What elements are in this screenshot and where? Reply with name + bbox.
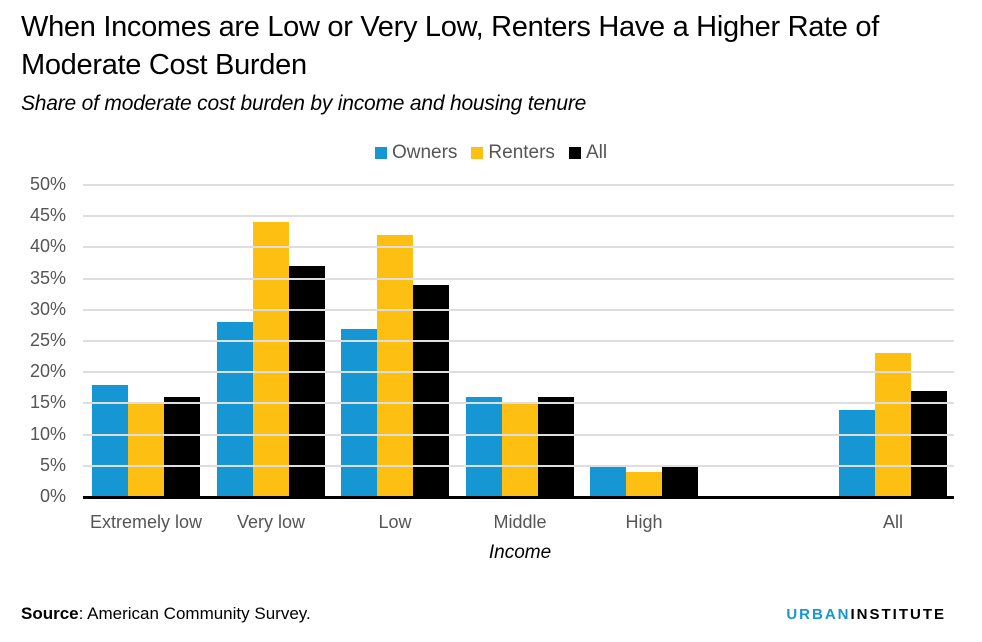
bar-renters [128, 403, 164, 497]
legend-item-renters: Renters [471, 142, 555, 164]
urban-institute-logo: URBANINSTITUTE [786, 606, 946, 623]
x-axis-line [83, 496, 954, 499]
chart-title: When Incomes are Low or Very Low, Renter… [21, 11, 879, 81]
y-tick-label: 20% [29, 361, 66, 382]
y-tick-label: 40% [29, 236, 66, 257]
gridline [83, 277, 954, 280]
bar-owners [839, 409, 875, 497]
brand-institute: INSTITUTE [850, 606, 946, 623]
gridline [83, 433, 954, 436]
bar-owners [217, 322, 253, 497]
gridline [83, 184, 954, 186]
source-label: Source [21, 604, 79, 623]
gridline [83, 215, 954, 218]
bar-owners [590, 465, 626, 497]
bar-all [911, 390, 947, 497]
legend-item-owners: Owners [374, 142, 458, 164]
legend-label: Owners [391, 142, 458, 163]
gridline [83, 340, 954, 342]
bar-renters [502, 403, 538, 497]
y-tick-label: 15% [29, 392, 66, 413]
y-tick-label: 0% [39, 486, 66, 506]
bar-all [289, 266, 325, 497]
bar-renters [377, 234, 413, 497]
y-tick-label: 50% [29, 174, 66, 194]
all-swatch-icon [568, 147, 581, 159]
owners-swatch-icon [374, 147, 387, 159]
y-tick-label: 25% [29, 330, 66, 350]
x-tick-label: Middle [493, 512, 547, 532]
y-tick-label: 45% [29, 205, 66, 226]
renters-swatch-icon [471, 147, 484, 159]
bar-all [538, 397, 574, 497]
legend-label: Renters [488, 142, 555, 163]
bar-owners [341, 328, 377, 497]
bar-all [164, 397, 200, 497]
gridline [83, 402, 954, 405]
legend: Owners Renters All [0, 142, 982, 164]
y-tick-label: 10% [29, 423, 66, 444]
bar-renters [875, 353, 911, 497]
chart-subtitle: Share of moderate cost burden by income … [21, 92, 587, 115]
bar-all [413, 284, 449, 497]
y-tick-label: 35% [29, 267, 66, 288]
legend-label: All [585, 142, 608, 163]
source-text: : American Community Survey. [78, 604, 311, 623]
plot-area [83, 184, 954, 499]
bar-renters [253, 222, 289, 497]
x-tick-label: Very low [236, 512, 306, 532]
gridline [83, 308, 954, 311]
legend-item-all: All [568, 142, 608, 164]
gridline [83, 464, 954, 467]
brand-urban: URBAN [786, 606, 851, 623]
x-tick-label: High [625, 512, 663, 532]
x-tick-label: All [882, 512, 903, 532]
source-note: Source: American Community Survey. [21, 604, 311, 624]
y-tick-label: 5% [39, 454, 66, 475]
x-axis-label: Income [488, 542, 552, 563]
y-tick-label: 30% [29, 298, 66, 319]
gridline [83, 371, 954, 374]
bar-owners [466, 397, 502, 497]
bar-renters [626, 472, 662, 497]
bar-all [662, 465, 698, 497]
x-tick-label: Low [378, 512, 412, 532]
x-tick-label: Extremely low [89, 512, 203, 532]
gridline [83, 246, 954, 249]
